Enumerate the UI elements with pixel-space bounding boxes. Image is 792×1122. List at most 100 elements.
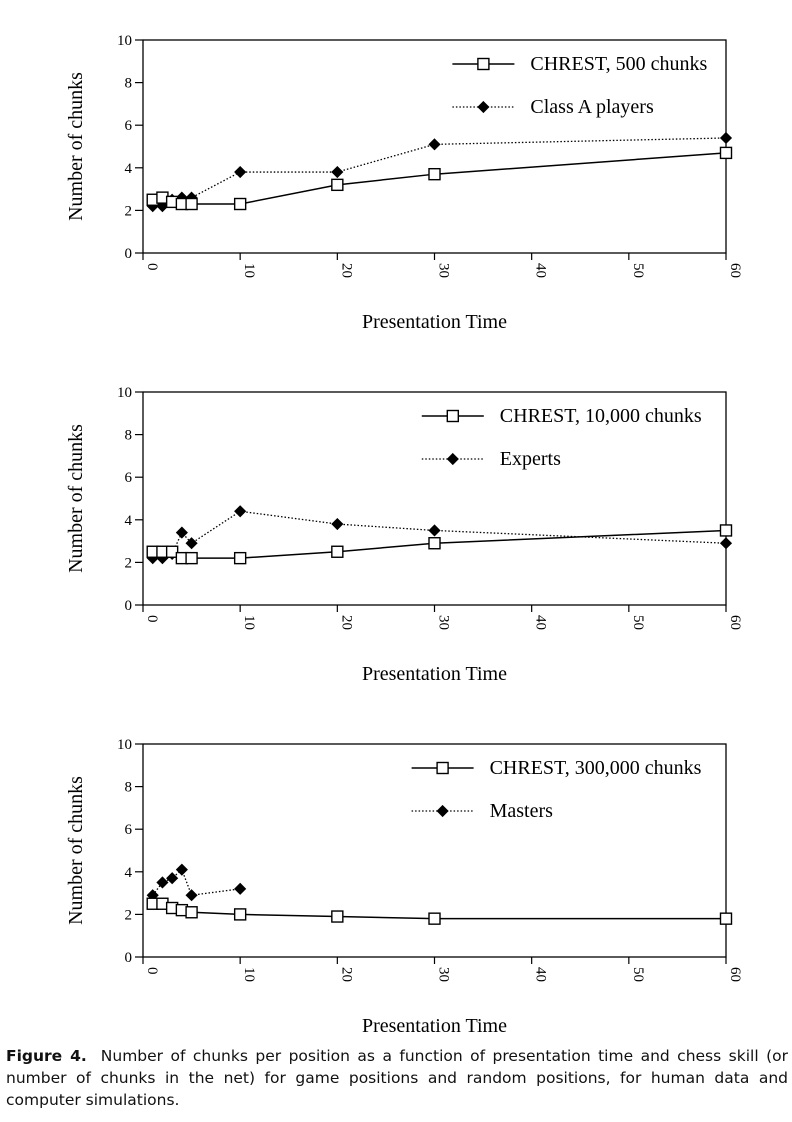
chart-svg: 0 2 4 6 8 10 0 10 20 30 40 50 60 Number of chunks Pres…: [65, 737, 743, 1037]
y-tick-label: 8: [125, 76, 133, 92]
legend-label: Masters: [490, 800, 554, 822]
data-point-diamond: [446, 452, 459, 466]
legend-label: CHREST, 300,000 chunks: [490, 757, 702, 779]
x-tick-label: 30: [436, 967, 452, 982]
x-tick-label: 60: [727, 263, 743, 278]
y-axis-label: Number of chunks: [65, 776, 87, 925]
y-axis-label: Number of chunks: [65, 424, 87, 573]
y-tick-label: 8: [125, 428, 133, 444]
data-point-square: [428, 537, 441, 550]
data-point-diamond: [428, 138, 441, 151]
data-point-square: [446, 409, 459, 423]
data-point-diamond: [185, 889, 198, 902]
data-point-diamond: [175, 526, 188, 539]
y-tick-label: 8: [125, 780, 133, 796]
y-tick-label: 0: [125, 598, 133, 614]
data-point-square: [719, 146, 733, 160]
data-point-square: [185, 551, 198, 565]
data-point-square: [719, 524, 733, 537]
y-tick-label: 4: [125, 865, 133, 881]
x-axis-label: Presentation Time: [362, 311, 507, 333]
data-point-square: [719, 912, 733, 925]
x-tick-label: 10: [241, 615, 257, 630]
y-tick-label: 2: [125, 555, 133, 571]
x-tick-label: 30: [436, 615, 452, 630]
data-point-diamond: [234, 882, 247, 895]
data-point-square: [165, 545, 179, 558]
data-point-square: [233, 551, 247, 565]
x-tick-label: 40: [533, 615, 549, 630]
data-point-square: [477, 57, 490, 71]
data-point-diamond: [234, 165, 247, 179]
x-tick-label: 0: [144, 263, 160, 271]
data-point-diamond: [331, 517, 344, 531]
series-line: [152, 137, 727, 207]
data-point-square: [233, 197, 247, 211]
y-axis-label: Number of chunks: [65, 72, 87, 221]
data-point-diamond: [331, 165, 344, 179]
data-point-square: [233, 908, 247, 921]
chart-svg: 0 2 4 6 8 10 0 10 20 30 40 50 60 Number of chunks Pres…: [65, 385, 743, 685]
x-tick-label: 0: [144, 615, 160, 623]
data-point-diamond: [185, 537, 198, 550]
legend: CHREST, 300,000 chunks Masters: [411, 757, 702, 822]
data-point-diamond: [436, 804, 449, 818]
data-point-square: [331, 910, 344, 923]
legend-label: Experts: [500, 448, 561, 470]
figure-caption: Figure 4. Number of chunks per position a…: [6, 1045, 788, 1111]
x-tick-label: 50: [630, 263, 646, 278]
chart-class-a: 0 2 4 6 8 10 0 10 20 30 40 50 60 Number of chunks Pres…: [0, 0, 792, 345]
figure-caption-text: Number of chunks per position as a funct…: [6, 1047, 788, 1109]
chart-masters: 0 2 4 6 8 10 0 10 20 30 40 50 60 Number of chunks Pres…: [0, 704, 792, 1049]
series-chrest: [146, 146, 733, 211]
data-point-square: [331, 545, 344, 558]
data-point-diamond: [156, 876, 169, 889]
data-point-square: [428, 167, 441, 181]
x-tick-label: 50: [630, 615, 646, 630]
data-point-diamond: [234, 505, 247, 518]
chart-experts: 0 2 4 6 8 10 0 10 20 30 40 50 60 Number of chunks Pres…: [0, 352, 792, 697]
data-point-square: [331, 178, 344, 192]
x-tick-label: 0: [144, 967, 160, 975]
y-tick-label: 10: [117, 385, 132, 401]
x-tick-label: 10: [241, 967, 257, 982]
chart-svg: 0 2 4 6 8 10 0 10 20 30 40 50 60 Number of chunks Pres…: [65, 33, 743, 333]
y-tick-label: 0: [125, 950, 133, 966]
y-tick-label: 6: [125, 822, 133, 838]
x-tick-label: 60: [727, 615, 743, 630]
x-tick-label: 20: [338, 967, 354, 982]
y-tick-label: 2: [125, 203, 133, 219]
x-axis-label: Presentation Time: [362, 663, 507, 685]
x-tick-label: 50: [630, 967, 646, 982]
data-point-square: [185, 197, 198, 211]
legend: CHREST, 10,000 chunks Experts: [421, 405, 702, 470]
x-tick-label: 30: [436, 263, 452, 278]
x-tick-label: 20: [338, 263, 354, 278]
figure-caption-label: Figure 4.: [6, 1047, 87, 1065]
series-chrest: [146, 897, 733, 925]
y-tick-label: 4: [125, 513, 133, 529]
y-tick-label: 4: [125, 161, 133, 177]
legend-label: CHREST, 10,000 chunks: [500, 405, 702, 427]
x-tick-label: 40: [533, 967, 549, 982]
series-chrest: [146, 524, 733, 565]
y-tick-label: 2: [125, 907, 133, 923]
y-tick-label: 0: [125, 246, 133, 262]
data-point-diamond: [175, 863, 188, 876]
series-human: [146, 863, 247, 902]
y-tick-label: 10: [117, 33, 132, 49]
legend-label: Class A players: [530, 96, 654, 118]
legend: CHREST, 500 chunks Class A players: [452, 53, 707, 118]
y-tick-label: 10: [117, 737, 132, 753]
data-point-diamond: [719, 131, 733, 145]
data-point-diamond: [166, 872, 179, 885]
data-point-square: [185, 906, 198, 919]
x-tick-label: 20: [338, 615, 354, 630]
data-point-square: [436, 761, 449, 775]
legend-label: CHREST, 500 chunks: [530, 53, 707, 75]
x-tick-label: 40: [533, 263, 549, 278]
x-tick-label: 10: [241, 263, 257, 278]
y-tick-label: 6: [125, 118, 133, 134]
x-tick-label: 60: [727, 967, 743, 982]
data-point-square: [428, 912, 441, 925]
